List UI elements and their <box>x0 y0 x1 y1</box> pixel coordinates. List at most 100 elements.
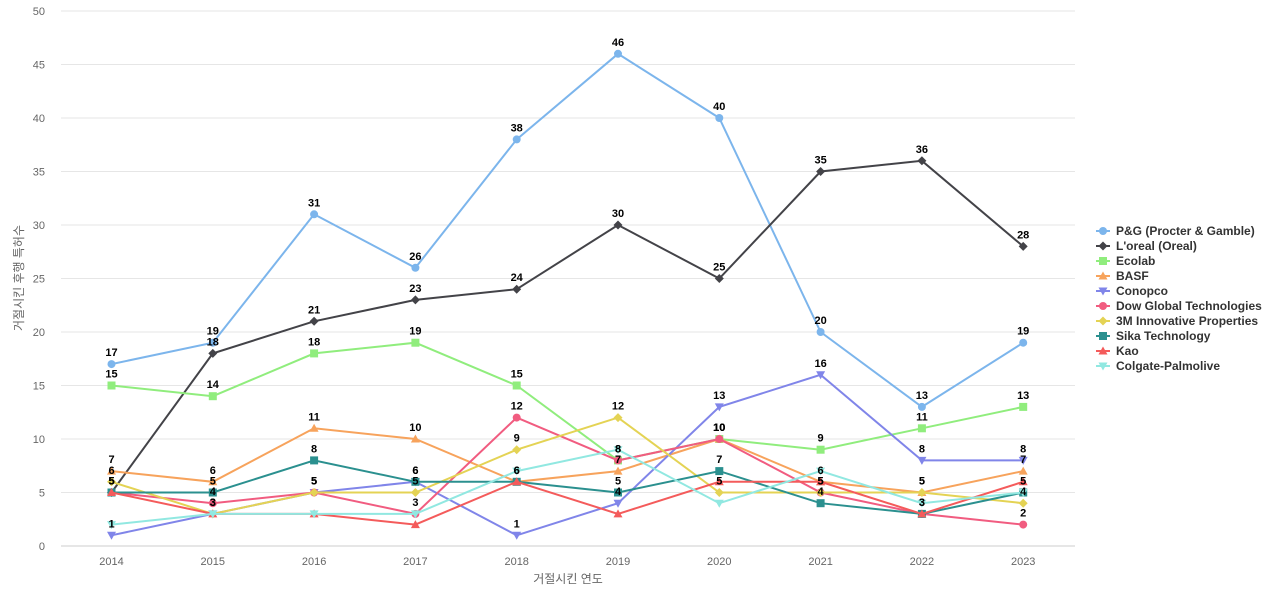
data-point-marker[interactable] <box>816 371 826 380</box>
legend-item[interactable]: L'oreal (Oreal) <box>1096 239 1197 253</box>
data-point-marker[interactable] <box>410 295 420 305</box>
data-point-marker[interactable] <box>917 488 927 497</box>
data-point-marker[interactable] <box>715 114 724 122</box>
data-point-marker[interactable] <box>107 477 116 487</box>
data-point-marker[interactable] <box>208 348 218 358</box>
data-label: 8 <box>615 443 621 455</box>
series-line[interactable] <box>111 416 1024 526</box>
data-point-marker[interactable] <box>107 521 116 530</box>
data-point-marker[interactable] <box>614 49 622 58</box>
data-point-marker[interactable] <box>715 435 724 443</box>
data-point-marker[interactable] <box>512 467 522 476</box>
data-point-marker[interactable] <box>107 488 116 496</box>
data-point-marker[interactable] <box>613 446 623 455</box>
data-point-marker[interactable] <box>714 477 724 486</box>
legend-item[interactable]: Sika Technology <box>1096 329 1211 343</box>
data-point-marker[interactable] <box>714 488 724 497</box>
data-point-marker[interactable] <box>107 531 116 540</box>
data-point-marker[interactable] <box>410 488 420 497</box>
data-point-marker[interactable] <box>613 499 623 508</box>
data-point-marker[interactable] <box>512 477 522 486</box>
data-point-marker[interactable] <box>107 466 116 475</box>
data-point-marker[interactable] <box>816 445 825 454</box>
data-point-marker[interactable] <box>410 434 420 443</box>
series-line[interactable] <box>110 159 1024 494</box>
data-point-marker[interactable] <box>614 456 622 465</box>
data-point-marker[interactable] <box>411 338 420 347</box>
data-point-marker[interactable] <box>107 360 116 369</box>
data-point-marker[interactable] <box>411 263 420 272</box>
data-point-marker[interactable] <box>310 349 319 358</box>
data-point-marker[interactable] <box>310 456 319 465</box>
data-point-marker[interactable] <box>816 467 826 476</box>
series-line[interactable] <box>111 341 1024 462</box>
data-point-marker[interactable] <box>1018 456 1028 465</box>
legend-item[interactable]: 3M Innovative Properties <box>1096 314 1258 328</box>
legend[interactable]: P&G (Procter & Gamble)L'oreal (Oreal)Eco… <box>1096 224 1262 373</box>
data-point-marker[interactable] <box>1019 520 1028 529</box>
legend-item[interactable]: Ecolab <box>1096 254 1155 268</box>
data-point-marker[interactable] <box>613 466 623 475</box>
data-point-marker[interactable] <box>1018 241 1028 251</box>
data-point-marker[interactable] <box>309 423 319 432</box>
data-point-marker[interactable] <box>613 413 623 423</box>
data-point-marker[interactable] <box>410 510 420 519</box>
legend-item[interactable]: BASF <box>1096 269 1149 283</box>
data-point-marker[interactable] <box>1019 338 1028 347</box>
data-point-marker[interactable] <box>208 477 218 486</box>
data-point-marker[interactable] <box>917 499 927 508</box>
legend-item[interactable]: Dow Global Technologies <box>1096 299 1262 313</box>
data-point-marker[interactable] <box>411 477 420 486</box>
y-tick-label: 30 <box>33 220 45 232</box>
data-point-marker[interactable] <box>816 488 826 497</box>
data-point-marker[interactable] <box>309 510 319 519</box>
data-point-marker[interactable] <box>1018 489 1028 497</box>
data-point-marker[interactable] <box>107 381 116 390</box>
data-point-marker[interactable] <box>816 167 826 176</box>
data-point-marker[interactable] <box>816 328 825 336</box>
data-point-marker[interactable] <box>917 424 926 433</box>
data-point-marker[interactable] <box>310 210 319 219</box>
data-point-marker[interactable] <box>714 274 724 283</box>
data-point-marker[interactable] <box>917 156 927 166</box>
data-point-marker[interactable] <box>512 531 522 540</box>
data-point-marker[interactable] <box>208 488 217 497</box>
data-point-marker[interactable] <box>816 477 826 486</box>
data-point-marker[interactable] <box>714 403 724 412</box>
series-line[interactable] <box>111 373 1024 537</box>
data-point-marker[interactable] <box>1018 477 1028 486</box>
legend-item[interactable]: P&G (Procter & Gamble) <box>1096 224 1255 238</box>
data-point-marker[interactable] <box>917 456 927 465</box>
data-point-marker[interactable] <box>1018 498 1028 508</box>
data-point-marker[interactable] <box>715 467 724 476</box>
data-point-marker[interactable] <box>614 488 622 497</box>
data-point-marker[interactable] <box>512 445 522 455</box>
data-point-marker[interactable] <box>816 499 825 508</box>
data-point-marker[interactable] <box>1019 402 1028 411</box>
data-point-marker[interactable] <box>917 402 926 411</box>
data-point-marker[interactable] <box>714 499 724 508</box>
data-point-marker[interactable] <box>1018 466 1028 475</box>
series-line[interactable] <box>111 448 1024 526</box>
series-line[interactable] <box>111 52 1024 409</box>
legend-item[interactable]: Conopco <box>1096 284 1168 298</box>
data-point-marker[interactable] <box>512 381 521 390</box>
data-point-marker[interactable] <box>512 413 521 422</box>
data-point-marker[interactable] <box>613 220 623 230</box>
legend-item[interactable]: Colgate-Palmolive <box>1096 359 1220 373</box>
data-point-marker[interactable] <box>309 316 319 326</box>
data-point-marker[interactable] <box>613 509 623 518</box>
data-point-marker[interactable] <box>410 520 420 529</box>
data-point-marker[interactable] <box>208 338 217 347</box>
series-line[interactable] <box>111 416 1024 515</box>
data-point-marker[interactable] <box>512 135 521 144</box>
data-point-marker[interactable] <box>917 509 927 518</box>
data-point-marker[interactable] <box>309 488 319 497</box>
data-point-marker[interactable] <box>208 499 217 508</box>
data-point-marker[interactable] <box>208 510 218 519</box>
data-point-marker[interactable] <box>512 284 522 294</box>
legend-item[interactable]: Kao <box>1096 344 1139 358</box>
series-line[interactable] <box>111 459 1024 515</box>
data-point-marker[interactable] <box>208 392 217 401</box>
